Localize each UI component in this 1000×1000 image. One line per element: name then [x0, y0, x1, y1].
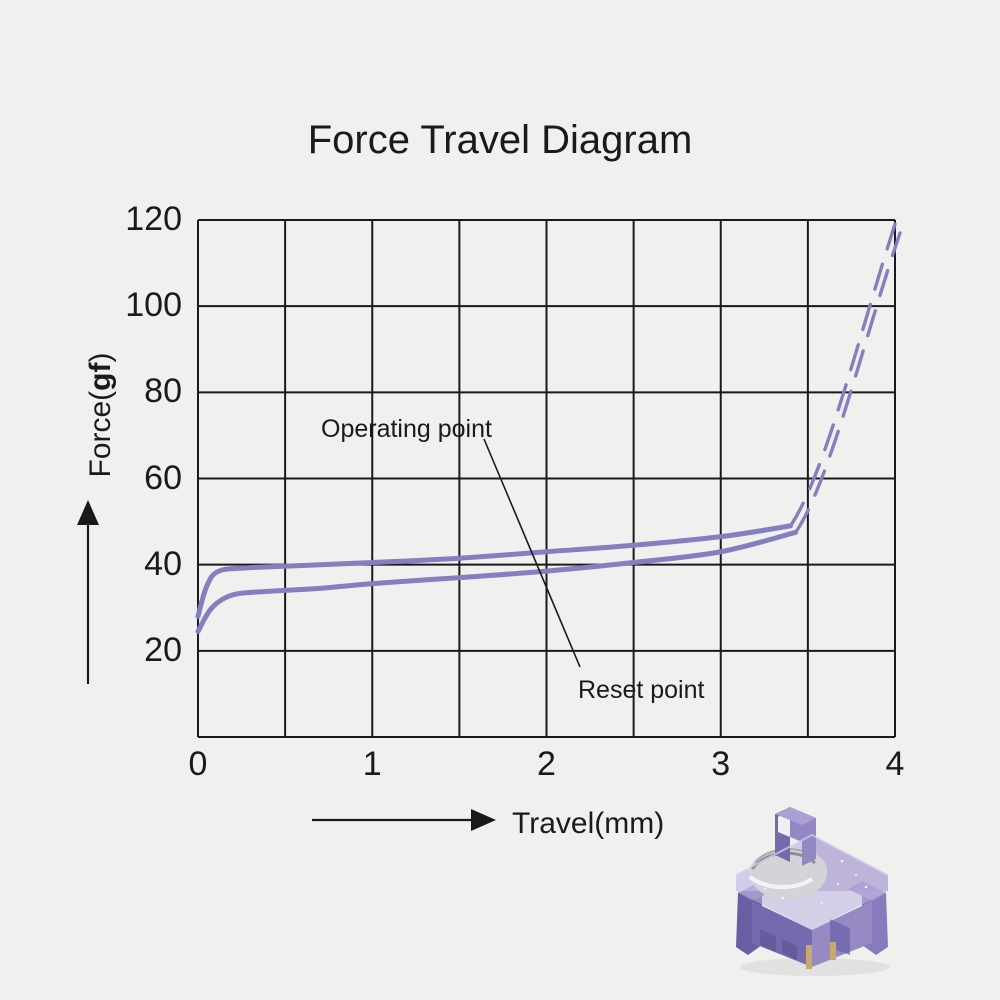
- svg-text:Travel(mm): Travel(mm): [512, 807, 664, 840]
- svg-text:4: 4: [886, 745, 905, 783]
- svg-text:2: 2: [537, 745, 556, 783]
- svg-text:120: 120: [125, 200, 182, 238]
- svg-text:1: 1: [363, 745, 382, 783]
- svg-text:0: 0: [189, 745, 208, 783]
- svg-text:Operating point: Operating point: [321, 415, 492, 443]
- svg-text:80: 80: [144, 372, 182, 410]
- svg-text:20: 20: [144, 631, 182, 669]
- svg-text:100: 100: [125, 286, 182, 324]
- svg-text:Force(gf): Force(gf): [84, 352, 117, 477]
- svg-text:3: 3: [711, 745, 730, 783]
- svg-text:40: 40: [144, 545, 182, 583]
- svg-text:60: 60: [144, 459, 182, 497]
- svg-text:Reset point: Reset point: [578, 676, 705, 704]
